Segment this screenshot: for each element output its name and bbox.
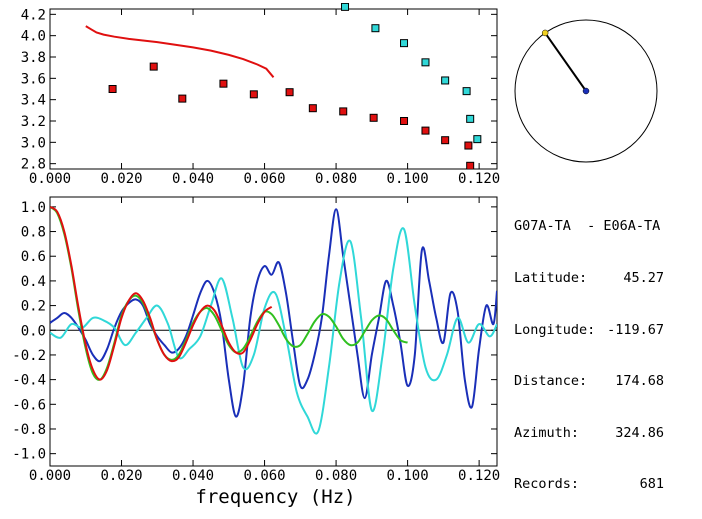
red-point (339, 107, 348, 116)
red-point (285, 88, 294, 97)
red-point (308, 104, 317, 113)
bottom-y-tick-label: -1.0 (12, 447, 46, 463)
red-point (219, 79, 228, 88)
latitude-row: Latitude: 45.27 (514, 270, 664, 287)
azimuth-needle (544, 32, 587, 92)
bottom-x-tick-label: 0.020 (100, 468, 142, 484)
cyan-point (441, 76, 450, 85)
top-x-tick-label: 0.000 (29, 171, 71, 187)
longitude-value: -119.67 (607, 321, 664, 338)
station-dot (582, 87, 590, 95)
azimuth-label: Azimuth: (514, 424, 580, 441)
bottom-frame (49, 196, 498, 467)
cyan-point (462, 87, 471, 96)
cyan-point (341, 3, 350, 11)
spectrum-series-3 (50, 206, 273, 381)
red-point (441, 136, 450, 145)
bottom-x-tick-label: 0.040 (172, 468, 214, 484)
bottom-x-tick-label: 0.060 (243, 468, 285, 484)
spectrum-series-0 (50, 208, 497, 418)
bottom-y-tick-label: 0.2 (21, 299, 46, 315)
bottom-x-tick-label: 0.000 (29, 468, 71, 484)
cyan-point (371, 24, 380, 33)
records-row: Records: 681 (514, 476, 664, 493)
top-y-tick-label: 4.0 (21, 29, 46, 45)
bottom-y-tick-label: -0.2 (12, 348, 46, 364)
red-point (421, 126, 430, 135)
top-y-tick-label: 3.8 (21, 50, 46, 66)
top-x-tick-label: 0.100 (387, 171, 429, 187)
bottom-x-tick-label: 0.100 (387, 468, 429, 484)
red-point (400, 117, 409, 125)
dispersion-chart: 0.000 0.020 0.040 0.060 0.080 0.100 0.120 2.8 3.… (21, 3, 500, 187)
latitude-value: 45.27 (623, 270, 664, 287)
top-y-tick-label: 3.2 (21, 114, 46, 130)
dispersion-curve (85, 25, 275, 78)
top-y-tick-label: 3.6 (21, 71, 46, 87)
top-y-tick-label: 2.8 (21, 157, 46, 173)
top-x-tick-label: 0.060 (243, 171, 285, 187)
x-axis-label: frequency (Hz) (195, 486, 355, 508)
red-point (249, 90, 258, 99)
bottom-x-tick-label: 0.080 (315, 468, 357, 484)
distance-label: Distance: (514, 373, 588, 390)
bottom-x-tick-label: 0.120 (458, 468, 500, 484)
red-point (149, 62, 158, 71)
compass-circle (514, 19, 658, 163)
cyan-point (400, 39, 409, 48)
top-y-tick-label: 4.2 (21, 7, 46, 23)
records-label: Records: (514, 476, 580, 493)
top-frame (49, 8, 498, 170)
bottom-y-tick-label: 0.6 (21, 249, 46, 265)
target-dot (541, 29, 549, 37)
bottom-plot-area (50, 206, 497, 435)
red-point (108, 85, 117, 93)
longitude-label: Longitude: (514, 321, 596, 338)
station-info-panel: G07A-TA - E06A-TA Latitude: 45.27 Longit… (514, 184, 664, 511)
spectrum-series-1 (50, 227, 497, 435)
top-y-tick-label: 3.4 (21, 93, 46, 109)
top-y-tick-label: 3.0 (21, 135, 46, 151)
top-x-tick-label: 0.120 (458, 171, 500, 187)
bottom-y-tick-label: -0.4 (12, 373, 46, 389)
station-pair-title: G07A-TA - E06A-TA (514, 218, 661, 235)
red-point (466, 161, 475, 169)
bottom-y-tick-label: 1.0 (21, 200, 46, 216)
bottom-y-tick-label: 0.4 (21, 274, 46, 290)
bottom-y-tick-label: -0.8 (12, 422, 46, 438)
azimuth-row: Azimuth: 324.86 (514, 425, 664, 442)
records-value: 681 (639, 476, 664, 493)
distance-value: 174.68 (615, 373, 664, 390)
top-x-tick-label: 0.040 (172, 171, 214, 187)
azimuth-compass (514, 19, 658, 163)
red-point (369, 113, 378, 122)
azimuth-value: 324.86 (615, 424, 664, 441)
longitude-row: Longitude: -119.67 (514, 322, 664, 339)
bottom-y-tick-label: -0.6 (12, 397, 46, 413)
top-x-tick-label: 0.080 (315, 171, 357, 187)
red-point (178, 94, 187, 103)
spectrum-series-2 (50, 206, 408, 381)
correlation-spectrum-chart: 0.000 0.020 0.040 0.060 0.080 0.100 0.120 1.0 0.… (12, 196, 500, 508)
distance-row: Distance: 174.68 (514, 373, 664, 390)
latitude-label: Latitude: (514, 270, 588, 287)
cyan-point (473, 135, 482, 144)
bottom-y-tick-label: 0.8 (21, 225, 46, 241)
bottom-y-tick-label: 0.0 (21, 323, 46, 339)
cyan-point (466, 114, 475, 123)
cyan-point (421, 58, 430, 67)
top-x-tick-label: 0.020 (100, 171, 142, 187)
top-plot-area (85, 3, 482, 169)
red-point (464, 141, 473, 150)
